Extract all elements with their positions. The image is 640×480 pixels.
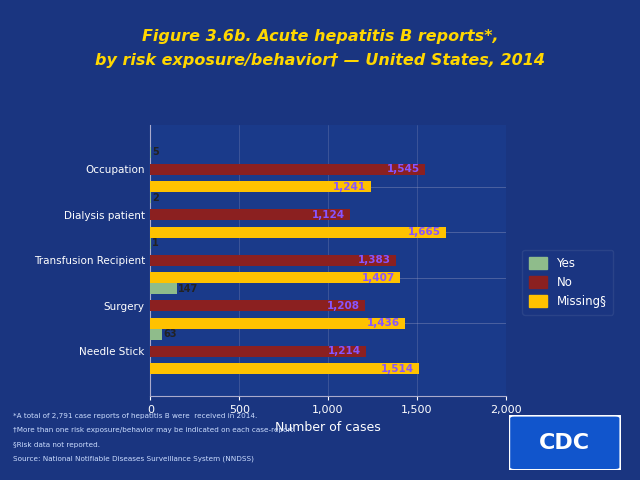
- Text: 1,545: 1,545: [387, 164, 419, 174]
- Text: 147: 147: [178, 284, 198, 294]
- Bar: [150, 318, 405, 329]
- Text: 1,665: 1,665: [408, 227, 441, 237]
- Bar: [150, 329, 161, 339]
- Bar: [150, 227, 446, 238]
- FancyBboxPatch shape: [509, 415, 621, 470]
- Bar: [150, 363, 419, 374]
- Bar: [150, 164, 425, 175]
- Bar: [150, 283, 177, 294]
- Bar: [150, 255, 396, 266]
- Text: †More than one risk exposure/behavior may be indicated on each case-report.: †More than one risk exposure/behavior ma…: [13, 427, 296, 433]
- Text: 2: 2: [152, 192, 159, 203]
- Text: 1: 1: [152, 238, 159, 248]
- Bar: [150, 147, 151, 157]
- Bar: [150, 300, 365, 312]
- Text: 1,208: 1,208: [326, 301, 360, 311]
- Text: 1,214: 1,214: [328, 347, 361, 357]
- Text: 1,383: 1,383: [358, 255, 390, 265]
- X-axis label: Number of cases: Number of cases: [275, 420, 381, 433]
- Text: 1,436: 1,436: [367, 318, 400, 328]
- Text: 1,241: 1,241: [332, 182, 365, 192]
- Text: *A total of 2,791 case reports of hepatitis B were  received in 2014.: *A total of 2,791 case reports of hepati…: [13, 413, 257, 419]
- Legend: Yes, No, Missing§: Yes, No, Missing§: [522, 250, 613, 314]
- Text: by risk exposure/behavior† — United States, 2014: by risk exposure/behavior† — United Stat…: [95, 52, 545, 68]
- Text: 1,124: 1,124: [312, 210, 345, 220]
- Text: 5: 5: [153, 147, 159, 157]
- Text: CDC: CDC: [540, 433, 590, 453]
- Bar: [150, 181, 371, 192]
- Bar: [150, 209, 350, 220]
- Text: Figure 3.6b. Acute hepatitis B reports*,: Figure 3.6b. Acute hepatitis B reports*,: [141, 28, 499, 44]
- Text: 1,407: 1,407: [362, 273, 395, 283]
- Text: 1,514: 1,514: [381, 364, 414, 374]
- Bar: [150, 272, 400, 283]
- Bar: [150, 346, 366, 357]
- Text: §Risk data not reported.: §Risk data not reported.: [13, 442, 100, 447]
- Text: 63: 63: [163, 329, 177, 339]
- Text: Source: National Notifiable Diseases Surveillance System (NNDSS): Source: National Notifiable Diseases Sur…: [13, 456, 253, 463]
